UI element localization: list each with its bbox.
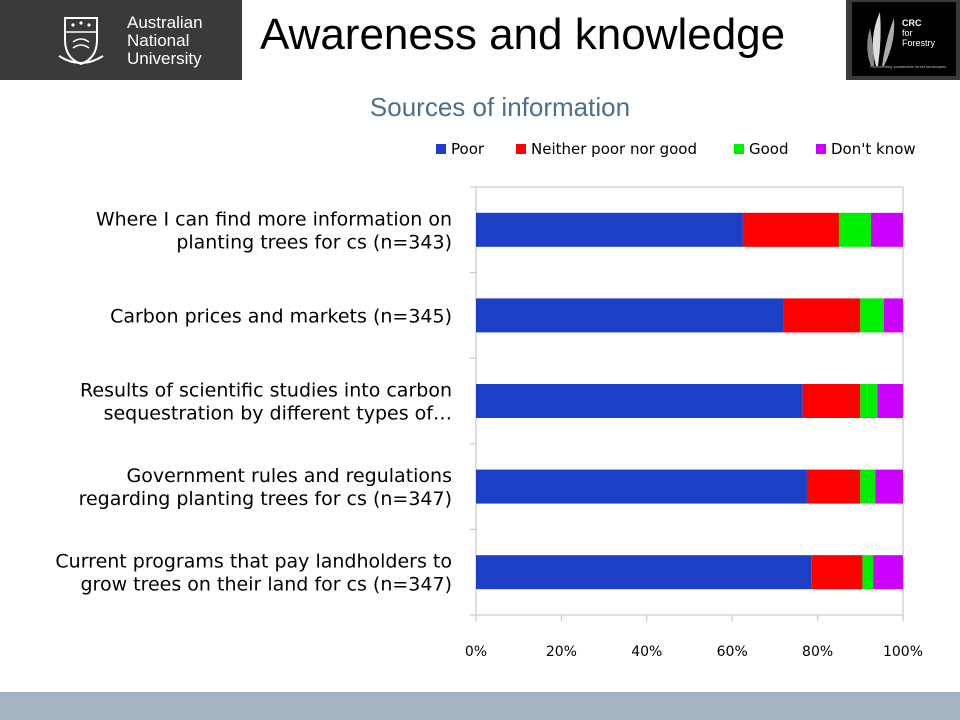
legend-swatch-1: [436, 144, 446, 154]
bar-segment-4-2: [806, 469, 861, 504]
category-label-line: Carbon prices and markets (n=345): [110, 305, 452, 327]
bar-segment-1-1: [476, 212, 743, 247]
category-label-1: Where I can find more information on plan…: [96, 208, 452, 253]
x-tick-label: 100%: [883, 644, 923, 660]
bar-segment-1-4: [870, 212, 903, 247]
crc-forestry-logo: CRC for Forestry Researching sustainable…: [852, 2, 956, 76]
anu-wordmark: Australian National University: [127, 14, 203, 68]
category-label-line: grow trees on their land for cs (n=347): [80, 574, 452, 596]
stacked-bar-chart: Where I can find more information on plan…: [55, 140, 923, 660]
crc-text-line-1: CRC: [902, 18, 922, 28]
bar-segment-5-2: [811, 555, 863, 590]
bar-segment-3-2: [802, 384, 861, 418]
category-label-line: sequestration by different types of…: [104, 403, 452, 425]
crc-tagline: Researching sustainable forest landscape…: [870, 64, 947, 69]
anu-logo: Australian National University: [55, 8, 235, 70]
chart-title: Sources of information: [369, 92, 631, 122]
bar-segment-1-3: [838, 212, 871, 247]
bar-segment-1-2: [742, 212, 839, 247]
legend-label-2: Neither poor nor good: [531, 140, 697, 158]
anu-wordmark-line-1: Australian: [127, 13, 203, 32]
footer-bar: [0, 692, 960, 720]
category-label-line: regarding planting trees for cs (n=347): [79, 488, 452, 510]
anu-crest-icon: [58, 17, 104, 66]
bar-segment-5-4: [873, 555, 903, 590]
bar-segment-4-3: [860, 469, 876, 504]
bar-segment-5-1: [476, 555, 812, 590]
bar-segment-3-4: [877, 384, 903, 418]
category-label-line: Where I can find more information on: [96, 208, 452, 230]
anu-wordmark-line-2: National: [127, 31, 190, 50]
legend-label-1: Poor: [451, 140, 485, 158]
title-box: Awareness and knowledge: [242, 0, 846, 80]
crc-text-line-3: Forestry: [902, 38, 936, 48]
category-label-5: Current programs that pay landholders to…: [55, 551, 452, 596]
legend-swatch-4: [816, 144, 826, 154]
bar-segment-5-3: [862, 555, 874, 590]
category-label-line: Government rules and regulations: [127, 465, 452, 487]
bar-segment-4-1: [476, 469, 807, 504]
bar-segment-3-1: [476, 384, 803, 418]
crc-text-line-2: for: [902, 28, 913, 38]
slide-title: Awareness and knowledge: [260, 10, 786, 59]
x-tick-label: 80%: [802, 644, 833, 660]
crc-text: CRC for Forestry: [902, 18, 935, 48]
tree-leaf-icon: [867, 12, 895, 66]
bar-segment-2-3: [860, 298, 884, 333]
category-label-3: Results of scientific studies into carbo…: [80, 380, 452, 425]
category-label-line: planting trees for cs (n=343): [176, 231, 452, 253]
bar-segment-2-4: [883, 298, 903, 333]
legend-swatch-2: [516, 144, 526, 154]
x-tick-label: 0%: [465, 644, 487, 660]
legend-label-3: Good: [749, 140, 789, 158]
bar-segment-4-4: [875, 469, 903, 504]
x-tick-label: 40%: [631, 644, 662, 660]
header-banner: Australian National University Awareness…: [0, 0, 960, 80]
x-tick-label: 20%: [546, 644, 577, 660]
category-label-line: Results of scientific studies into carbo…: [80, 380, 452, 402]
category-label-line: Current programs that pay landholders to: [55, 551, 452, 573]
anu-wordmark-line-3: University: [127, 49, 202, 68]
bar-segment-2-2: [783, 298, 861, 333]
x-tick-label: 60%: [717, 644, 748, 660]
bar-segment-3-3: [860, 384, 878, 418]
category-label-4: Government rules and regulations regardin…: [79, 465, 452, 510]
legend-label-4: Don't know: [831, 140, 916, 158]
category-label-2: Carbon prices and markets (n=345): [110, 305, 452, 327]
legend-swatch-3: [734, 144, 744, 154]
bar-segment-2-1: [476, 298, 784, 333]
